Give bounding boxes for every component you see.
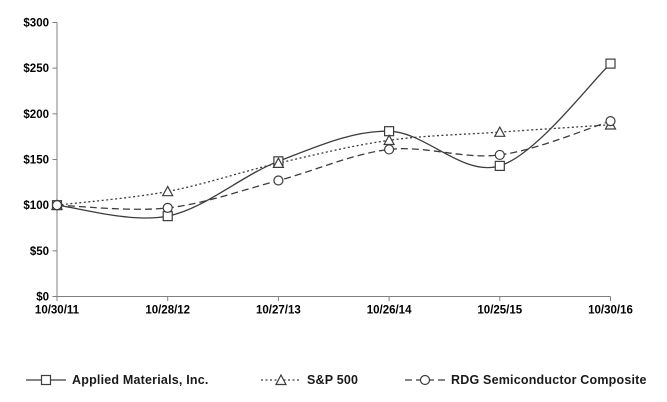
y-axis-tick-label: $50 bbox=[30, 246, 49, 258]
data-point-circle bbox=[51, 200, 63, 211]
x-axis-tick-label: 10/30/11 bbox=[35, 305, 80, 317]
legend-item-rdg-semiconductor: RDG Semiconductor Composite bbox=[405, 368, 647, 392]
y-axis-tick-label: $100 bbox=[23, 200, 49, 212]
y-axis-tick-label: $150 bbox=[23, 155, 49, 167]
legend-label-sp500: S&P 500 bbox=[307, 373, 359, 387]
data-point-triangle bbox=[161, 185, 174, 197]
legend-item-sp500: S&P 500 bbox=[261, 368, 358, 392]
y-axis-tick-label: $250 bbox=[23, 63, 49, 75]
legend-swatch-dashed-circle bbox=[405, 374, 445, 386]
x-axis-tick-label: 10/27/13 bbox=[256, 305, 301, 317]
data-point-circle bbox=[384, 144, 395, 155]
x-axis-tick-label: 10/30/16 bbox=[588, 305, 633, 317]
x-axis-tick-label: 10/25/15 bbox=[477, 305, 522, 317]
circle-marker-icon bbox=[419, 374, 431, 386]
data-point-circle bbox=[494, 149, 505, 161]
data-point-circle bbox=[273, 175, 284, 186]
legend-swatch-dotted-triangle bbox=[261, 374, 301, 386]
series-line-1-triangle bbox=[56, 124, 611, 206]
data-point-square bbox=[494, 160, 505, 171]
data-point-circle bbox=[162, 202, 173, 214]
data-point-square bbox=[605, 58, 616, 69]
y-axis-tick-label: $0 bbox=[36, 292, 49, 304]
data-point-triangle bbox=[272, 156, 285, 168]
chart-legend: Applied Materials, Inc. S&P 500 RDG Semi… bbox=[0, 368, 667, 394]
data-point-triangle bbox=[493, 125, 506, 137]
series-line-2-circle bbox=[56, 120, 611, 210]
x-axis-tick-label: 10/28/12 bbox=[145, 305, 190, 317]
x-axis-tick-label: 10/26/14 bbox=[367, 305, 412, 317]
series-line-0-square bbox=[56, 63, 611, 219]
legend-item-applied-materials: Applied Materials, Inc. bbox=[26, 368, 209, 392]
triangle-marker-icon bbox=[275, 374, 287, 386]
legend-label-rdg-semiconductor: RDG Semiconductor Composite bbox=[451, 373, 647, 387]
square-marker-icon bbox=[40, 374, 52, 386]
legend-swatch-solid-square bbox=[26, 374, 66, 386]
legend-label-applied-materials: Applied Materials, Inc. bbox=[72, 373, 209, 387]
y-axis-tick-label: $200 bbox=[23, 109, 49, 121]
y-axis-tick-label: $300 bbox=[23, 18, 49, 30]
data-point-circle bbox=[605, 116, 616, 127]
